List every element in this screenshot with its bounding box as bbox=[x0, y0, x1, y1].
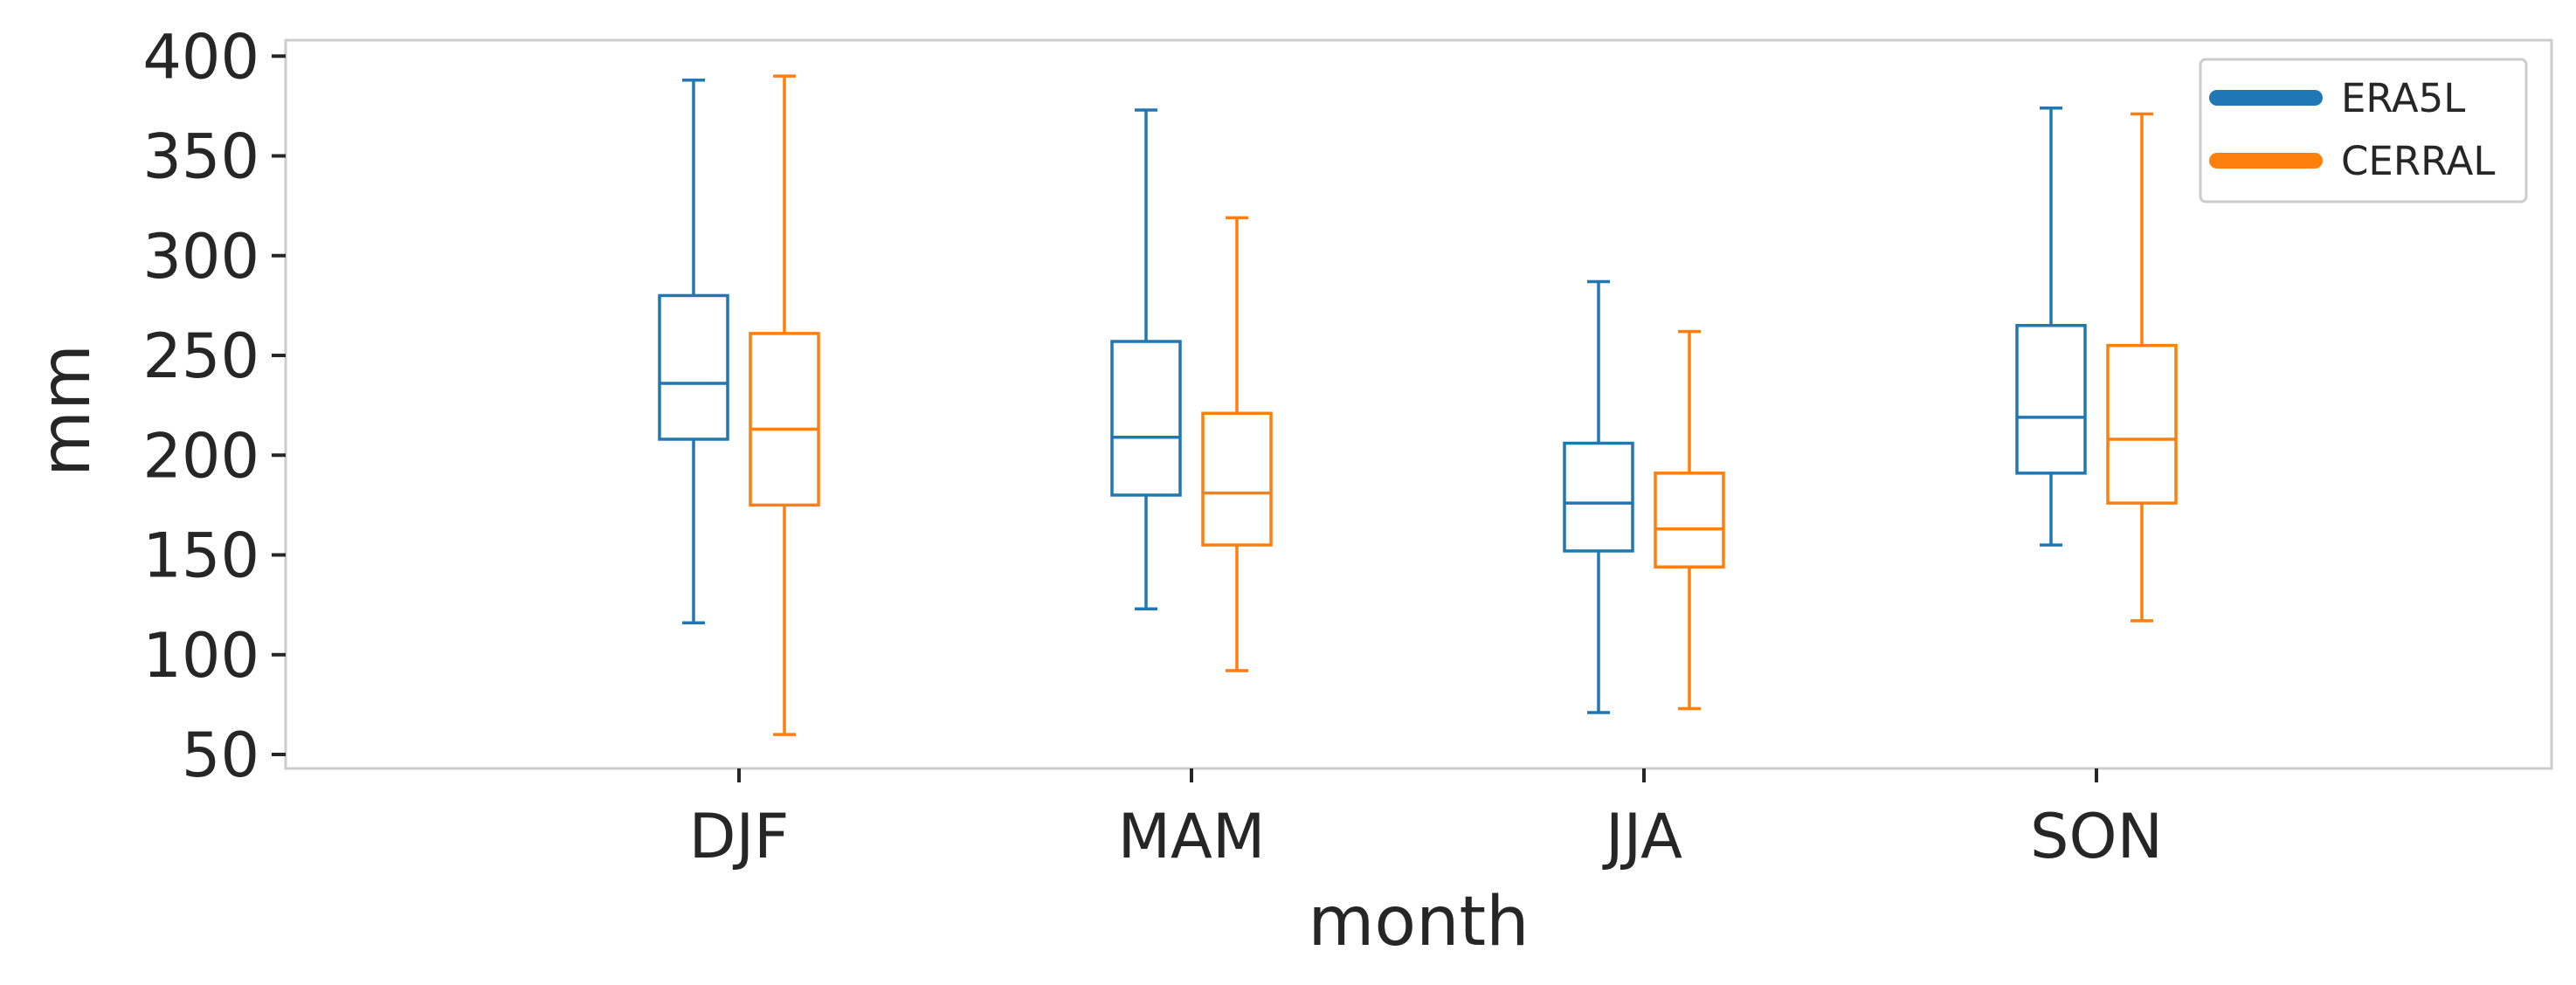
box-era5l-son bbox=[2015, 106, 2087, 547]
iqr-box bbox=[1201, 411, 1273, 547]
iqr-box bbox=[1110, 340, 1182, 497]
iqr-box bbox=[749, 332, 820, 507]
iqr-box bbox=[1563, 441, 1634, 553]
iqr-box bbox=[2015, 323, 2087, 475]
y-tick-label: 350 bbox=[142, 121, 259, 193]
x-tick-label: MAM bbox=[1118, 801, 1266, 872]
iqr-box bbox=[1654, 472, 1725, 568]
y-tick-label: 250 bbox=[142, 320, 259, 392]
box-cerral-mam bbox=[1201, 216, 1273, 672]
x-axis-label: month bbox=[1308, 883, 1529, 961]
y-tick-label: 150 bbox=[142, 520, 259, 592]
box-series bbox=[658, 74, 2178, 736]
box-cerral-djf bbox=[749, 74, 820, 736]
x-tick-label: JJA bbox=[1602, 801, 1682, 872]
x-axis: DJF MAM JJA SON bbox=[689, 768, 2163, 872]
iqr-box bbox=[658, 293, 729, 441]
plot-frame bbox=[284, 38, 2553, 770]
y-tick-label: 300 bbox=[142, 221, 259, 293]
box-era5l-mam bbox=[1110, 108, 1182, 610]
box-cerral-jja bbox=[1654, 329, 1725, 711]
box-era5l-djf bbox=[658, 78, 729, 624]
y-axis-label: mm bbox=[27, 344, 106, 477]
legend: ERA5L CERRAL bbox=[2199, 58, 2528, 203]
x-tick-label: SON bbox=[2030, 801, 2163, 872]
y-tick-label: 400 bbox=[142, 21, 259, 93]
y-axis: 50 100 150 200 250 300 350 400 bbox=[142, 21, 286, 791]
legend-label: CERRAL bbox=[2341, 138, 2495, 184]
y-tick-label: 50 bbox=[182, 720, 259, 791]
iqr-box bbox=[2106, 343, 2178, 505]
y-tick-label: 200 bbox=[142, 420, 259, 492]
box-era5l-jja bbox=[1563, 279, 1634, 714]
legend-label: ERA5L bbox=[2341, 75, 2465, 121]
box-cerral-son bbox=[2106, 112, 2178, 623]
x-tick-label: DJF bbox=[689, 801, 790, 872]
y-tick-label: 100 bbox=[142, 620, 259, 692]
